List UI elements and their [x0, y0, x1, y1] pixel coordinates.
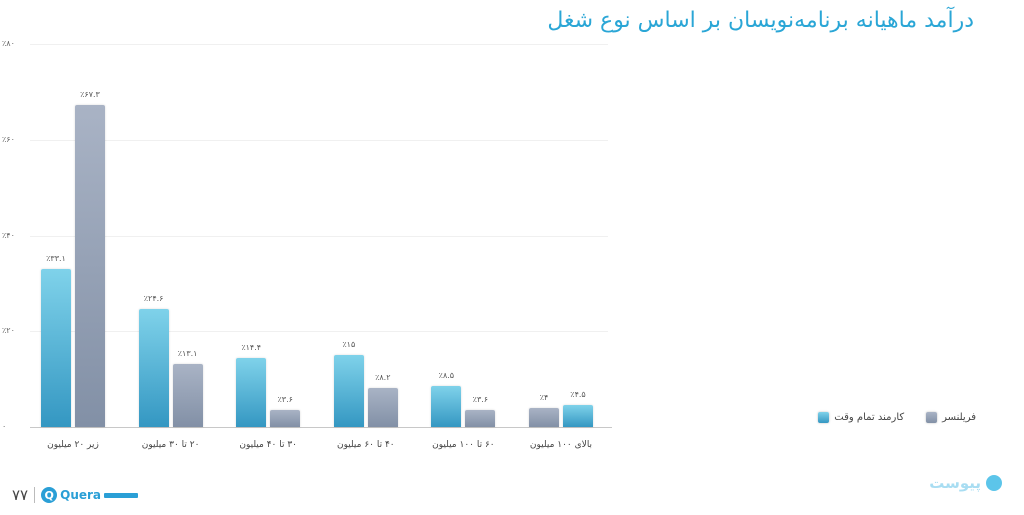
bar-chart: ۰ ٪۲۰ ٪۴۰ ٪۶۰ ٪۸۰ ٪۳۳.۱ ٪۶۷.۳ زیر ۲۰ میلیون ٪۲۴.…	[2, 39, 612, 450]
bar-freelancer	[270, 409, 301, 427]
value-label: ٪۲۴.۶	[143, 294, 164, 304]
footer-left: ۷۷ Q Quera	[12, 486, 139, 504]
quera-bar-decoration	[104, 492, 139, 498]
legend-label: کارمند تمام وقت	[834, 412, 905, 423]
value-label: ٪۴	[539, 392, 549, 402]
x-category-label: بالای ۱۰۰ میلیون	[529, 440, 593, 450]
value-label: ٪۱۴.۴	[241, 343, 262, 353]
value-label: ٪۴.۵	[570, 390, 586, 400]
value-label: ٪۶۷.۳	[80, 89, 100, 99]
quera-q-icon: Q	[41, 487, 58, 503]
gridline	[30, 140, 608, 141]
x-category-label: ۶۰ تا ۱۰۰ میلیون	[432, 440, 495, 450]
peyvast-wordmark: پیوست	[929, 474, 981, 492]
legend-swatch-freelancer	[926, 412, 938, 423]
bar-fulltime	[333, 355, 364, 427]
y-tick-label: ٪۶۰	[2, 135, 15, 144]
gridline	[30, 236, 608, 237]
x-category-label: ۳۰ تا ۴۰ میلیون	[239, 440, 298, 450]
value-label: ٪۳۳.۱	[46, 253, 66, 263]
value-label: ٪۱۵	[342, 340, 356, 350]
bar-fulltime	[41, 268, 71, 427]
bar-freelancer	[465, 409, 496, 427]
x-category-label: ۲۰ تا ۳۰ میلیون	[141, 440, 200, 450]
bar-fulltime	[563, 405, 593, 427]
value-label: ٪۱۳.۱	[177, 349, 198, 359]
x-category-label: زیر ۲۰ میلیون	[47, 440, 99, 450]
value-label: ٪۸.۲	[375, 372, 391, 382]
gridline	[30, 331, 608, 332]
chart-title: درآمد ماهیانه برنامه‌نویسان بر اساس نوع …	[547, 8, 974, 33]
y-tick-label: ٪۴۰	[2, 231, 15, 240]
peyvast-circle-icon	[986, 475, 1002, 491]
quera-wordmark: Quera	[60, 488, 102, 502]
legend-item-fulltime: کارمند تمام وقت	[818, 412, 904, 423]
peyvast-logo: پیوست	[929, 474, 1002, 492]
gridline	[30, 44, 608, 45]
bar-fulltime	[138, 309, 169, 427]
divider	[34, 487, 36, 503]
x-category-label: ۴۰ تا ۶۰ میلیون	[336, 440, 395, 450]
bar-freelancer	[172, 364, 203, 427]
bar-freelancer	[367, 387, 398, 427]
bar-fulltime	[236, 358, 267, 427]
page-number: ۷۷	[12, 486, 29, 504]
bar-fulltime	[431, 386, 462, 427]
y-tick-label: ٪۸۰	[2, 39, 15, 48]
legend-label: فریلنسر	[942, 412, 976, 423]
x-axis-line	[30, 427, 612, 428]
value-label: ٪۳.۶	[277, 394, 293, 404]
value-label: ٪۳.۶	[472, 394, 489, 404]
bar-freelancer	[75, 104, 105, 427]
bar-freelancer	[529, 407, 559, 427]
y-tick-label: ٪۲۰	[2, 326, 15, 335]
quera-logo: Q Quera	[41, 487, 139, 503]
y-tick-label: ۰	[2, 422, 7, 431]
legend-swatch-fulltime	[818, 412, 830, 423]
legend: کارمند تمام وقت فریلنسر	[818, 412, 976, 423]
value-label: ٪۸.۵	[438, 371, 455, 381]
legend-item-freelancer: فریلنسر	[926, 412, 976, 423]
